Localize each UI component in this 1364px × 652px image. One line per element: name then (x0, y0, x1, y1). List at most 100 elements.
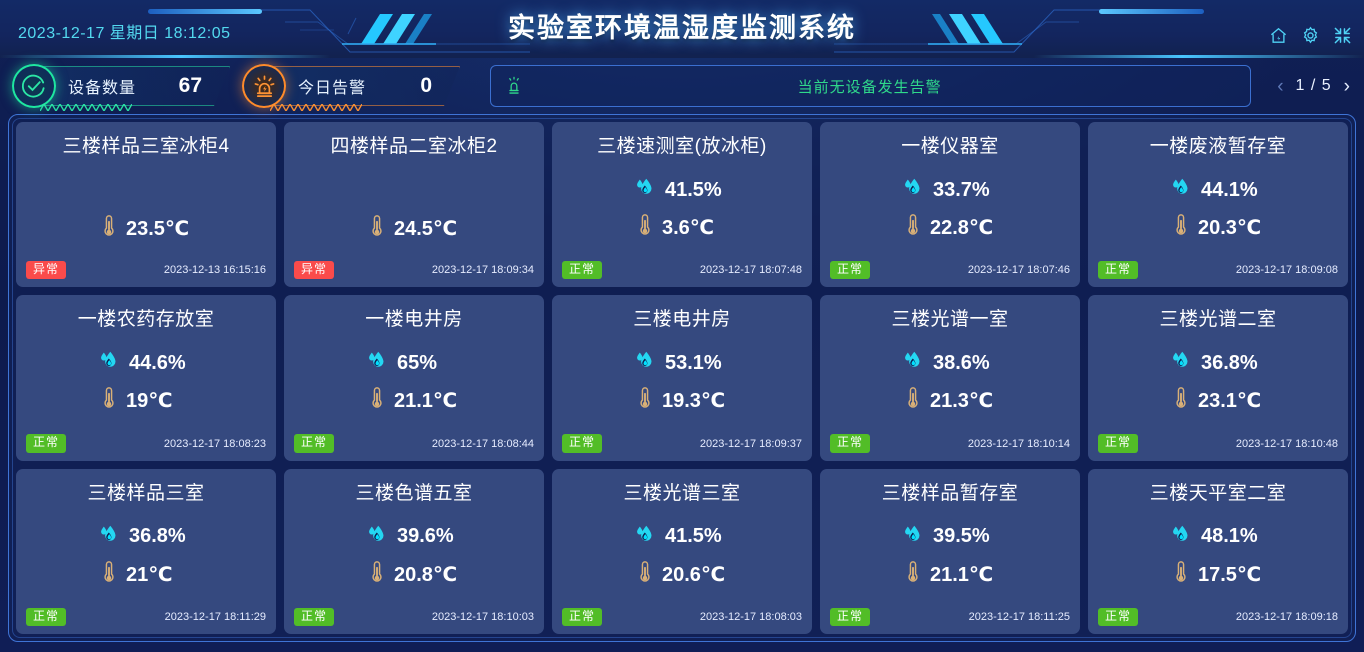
pagination-prev-button[interactable]: ‹ (1277, 75, 1284, 97)
home-icon[interactable] (1269, 26, 1288, 45)
thermometer-icon (1174, 213, 1188, 242)
device-name: 三楼光谱二室 (1159, 309, 1277, 331)
stats-bar: 设备数量 67 今日告警 0 (0, 58, 1364, 114)
device-footer: 正常 2023-12-17 18:09:18 (1098, 607, 1338, 626)
temperature-metric: 3.6℃ (562, 213, 802, 242)
device-name: 三楼天平室二室 (1149, 482, 1287, 504)
status-badge: 正常 (1098, 261, 1139, 280)
temperature-value: 23.5℃ (126, 217, 190, 240)
status-badge: 正常 (26, 434, 67, 453)
device-timestamp: 2023-12-17 18:10:14 (967, 437, 1070, 450)
stat-device-count-plate: 设备数量 67 (44, 66, 230, 106)
temperature-value: 19.3℃ (662, 390, 726, 413)
fullscreen-icon[interactable] (1333, 26, 1352, 45)
metric-spacer (294, 177, 534, 204)
header-underline-right (1034, 55, 1364, 58)
device-timestamp: 2023-12-17 18:09:08 (1235, 264, 1338, 277)
device-card[interactable]: 四楼样品二室冰柜2 24.5℃ 异常 2023-12-17 18:09:34 (284, 122, 544, 288)
device-footer: 正常 2023-12-17 18:09:37 (562, 434, 802, 453)
temperature-metric: 23.5℃ (26, 214, 266, 243)
device-timestamp: 2023-12-17 18:09:37 (699, 437, 802, 450)
device-footer: 正常 2023-12-17 18:07:46 (830, 261, 1070, 280)
device-metrics: 39.6% 20.8℃ (294, 505, 534, 608)
device-footer: 正常 2023-12-17 18:10:48 (1098, 434, 1338, 453)
gear-icon[interactable] (1301, 26, 1320, 45)
humidity-value: 41.5% (665, 178, 722, 201)
status-badge: 正常 (562, 607, 603, 626)
humidity-droplet-icon (903, 177, 923, 203)
device-name: 三楼样品三室冰柜4 (62, 136, 230, 157)
thermometer-icon (102, 560, 116, 589)
humidity-droplet-icon (635, 524, 655, 550)
device-name: 一楼农药存放室 (77, 309, 215, 331)
device-card-grid: 三楼样品三室冰柜4 23.5℃ 异常 2023-12-13 16:15:16 四楼样品二… (16, 122, 1348, 634)
stat-today-alarms-plate: 今日告警 0 (274, 66, 460, 106)
pagination-next-button[interactable]: › (1343, 75, 1350, 97)
temperature-value: 24.5℃ (394, 217, 458, 240)
temperature-metric: 21.1℃ (294, 386, 534, 415)
temperature-value: 23.1℃ (1198, 390, 1262, 413)
device-metrics: 39.5% 21.1℃ (830, 505, 1070, 608)
thermometer-icon (906, 560, 920, 589)
device-timestamp: 2023-12-17 18:09:18 (1235, 610, 1338, 623)
device-metrics: 48.1% 17.5℃ (1098, 505, 1338, 608)
stat-device-count[interactable]: 设备数量 67 (12, 64, 230, 111)
device-timestamp: 2023-12-17 18:08:23 (163, 437, 266, 450)
temperature-value: 17.5℃ (1198, 563, 1262, 586)
device-card[interactable]: 三楼色谱五室 39.6% 20.8℃ 正常 2023-12-17 18:10:03 (284, 468, 544, 634)
temperature-metric: 24.5℃ (294, 214, 534, 243)
alert-banner[interactable]: 当前无设备发生告警 (490, 65, 1252, 107)
temperature-metric: 17.5℃ (1098, 560, 1338, 589)
humidity-value: 33.7% (933, 178, 990, 201)
device-metrics: 36.8% 23.1℃ (1098, 331, 1338, 434)
device-card[interactable]: 一楼电井房 65% 21.1℃ 正常 2023-12-17 18:08:44 (284, 295, 544, 461)
header-actions (1269, 26, 1352, 45)
device-card[interactable]: 三楼光谱二室 36.8% 23.1℃ 正常 2023-12-17 18:10:48 (1088, 295, 1348, 461)
device-timestamp: 2023-12-17 18:11:29 (164, 610, 266, 623)
thermometer-icon (370, 214, 384, 243)
temperature-value: 21.3℃ (930, 390, 994, 413)
stat-today-alarms-value: 0 (420, 74, 432, 97)
humidity-droplet-icon (99, 350, 119, 376)
status-badge: 正常 (26, 607, 67, 626)
humidity-value: 39.5% (933, 525, 990, 548)
status-badge: 正常 (294, 434, 335, 453)
device-card[interactable]: 三楼光谱三室 41.5% 20.6℃ 正常 2023-12-17 18:08:03 (552, 468, 812, 634)
temperature-metric: 19.3℃ (562, 386, 802, 415)
device-footer: 正常 2023-12-17 18:08:44 (294, 434, 534, 453)
device-card[interactable]: 一楼仪器室 33.7% 22.8℃ 正常 2023-12-17 18:07:46 (820, 122, 1080, 288)
temperature-metric: 21℃ (26, 560, 266, 589)
device-card[interactable]: 三楼样品三室 36.8% 21℃ 正常 2023-12-17 18:11:29 (16, 468, 276, 634)
device-timestamp: 2023-12-17 18:09:34 (431, 264, 534, 277)
device-card[interactable]: 三楼光谱一室 38.6% 21.3℃ 正常 2023-12-17 18:10:14 (820, 295, 1080, 461)
temperature-metric: 19℃ (26, 386, 266, 415)
device-card[interactable]: 三楼电井房 53.1% 19.3℃ 正常 2023-12-17 18:09:37 (552, 295, 812, 461)
stat-today-alarms[interactable]: 今日告警 0 (242, 64, 460, 111)
device-metrics: 36.8% 21℃ (26, 505, 266, 608)
device-card[interactable]: 三楼样品暂存室 39.5% 21.1℃ 正常 2023-12-17 18:11:25 (820, 468, 1080, 634)
device-metrics: 65% 21.1℃ (294, 331, 534, 434)
humidity-value: 36.8% (1201, 351, 1258, 374)
device-metrics: 24.5℃ (294, 158, 534, 261)
temperature-metric: 20.8℃ (294, 560, 534, 589)
humidity-metric: 39.6% (294, 524, 534, 550)
siren-icon (242, 64, 286, 108)
humidity-metric: 38.6% (830, 350, 1070, 376)
temperature-value: 21℃ (126, 563, 173, 586)
device-footer: 正常 2023-12-17 18:07:48 (562, 261, 802, 280)
device-metrics: 41.5% 20.6℃ (562, 505, 802, 608)
device-card[interactable]: 三楼速测室(放冰柜) 41.5% 3.6℃ 正常 2023-12-17 18:07:48 (552, 122, 812, 288)
temperature-metric: 20.6℃ (562, 560, 802, 589)
device-name: 三楼速测室(放冰柜) (597, 136, 767, 157)
device-card[interactable]: 三楼天平室二室 48.1% 17.5℃ 正常 2023-12-17 18:09:18 (1088, 468, 1348, 634)
device-name: 三楼电井房 (633, 309, 731, 331)
device-card[interactable]: 一楼农药存放室 44.6% 19℃ 正常 2023-12-17 18:08:23 (16, 295, 276, 461)
humidity-value: 41.5% (665, 525, 722, 548)
device-timestamp: 2023-12-17 18:08:03 (699, 610, 802, 623)
device-card[interactable]: 一楼废液暂存室 44.1% 20.3℃ 正常 2023-12-17 18:09:08 (1088, 122, 1348, 288)
device-card[interactable]: 三楼样品三室冰柜4 23.5℃ 异常 2023-12-13 16:15:16 (16, 122, 276, 288)
header-decoration-left (230, 0, 530, 58)
humidity-value: 48.1% (1201, 525, 1258, 548)
status-badge: 异常 (294, 261, 335, 280)
device-metrics: 53.1% 19.3℃ (562, 331, 802, 434)
